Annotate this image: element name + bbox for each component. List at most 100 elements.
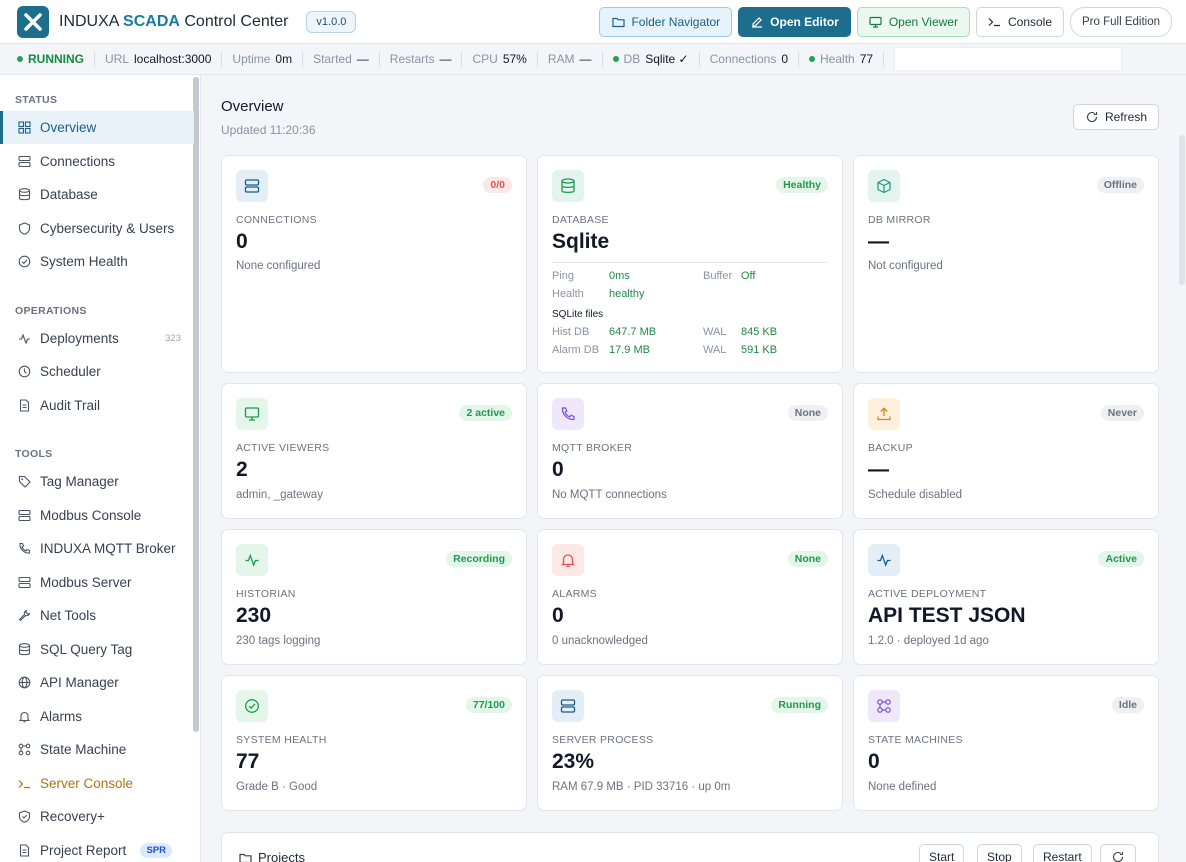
open-editor-label: Open Editor <box>770 15 839 29</box>
card-backup[interactable]: Never BACKUP — Schedule disabled <box>853 383 1159 519</box>
divider <box>552 262 828 263</box>
status-ram: RAM — <box>538 51 603 67</box>
status-search-input[interactable] <box>894 47 1123 71</box>
health-label: Health <box>820 52 855 66</box>
db-hist: Hist DB 647.7 MB <box>552 326 656 338</box>
main-scrollbar[interactable] <box>1179 135 1185 285</box>
sidebar-item-cybersecurity[interactable]: Cybersecurity & Users <box>0 212 194 245</box>
projects-refresh-button[interactable] <box>1100 844 1136 862</box>
server-icon <box>552 690 584 722</box>
server-icon <box>17 509 31 523</box>
card-note: 1.2.0 · deployed 1d ago <box>868 635 989 647</box>
sidebar-item-system-health[interactable]: System Health <box>0 245 194 278</box>
sidebar-item-sql-query-tag[interactable]: SQL Query Tag <box>0 633 194 666</box>
card-connections[interactable]: 0/0 CONNECTIONS 0 None configured <box>221 155 527 373</box>
db-dot-icon <box>612 56 619 62</box>
restart-button[interactable]: Restart <box>1033 844 1092 862</box>
open-viewer-button[interactable]: Open Viewer <box>856 7 970 37</box>
card-historian[interactable]: Recording HISTORIAN 230 230 tags logging <box>221 529 527 665</box>
status-cpu: CPU 57% <box>462 51 538 67</box>
card-database[interactable]: Healthy DATABASE Sqlite Ping 0ms Buffer Of… <box>537 155 843 373</box>
monitor-icon <box>869 15 883 29</box>
sidebar-item-recovery[interactable]: Recovery+ <box>0 800 194 833</box>
db-label: DB <box>623 52 641 66</box>
card-db-mirror[interactable]: Offline DB MIRROR — Not configured <box>853 155 1159 373</box>
monitor-icon <box>236 398 268 430</box>
card-note: No MQTT connections <box>552 489 667 501</box>
card-value: 0 <box>236 230 248 253</box>
card-mqtt-broker[interactable]: None MQTT BROKER 0 No MQTT connections <box>537 383 843 519</box>
card-alarms[interactable]: None ALARMS 0 0 unacknowledged <box>537 529 843 665</box>
card-value: 2 <box>236 458 248 481</box>
sidebar-item-state-machine[interactable]: State Machine <box>0 733 194 766</box>
refresh-label: Refresh <box>1104 110 1147 124</box>
db-ping-label: Ping <box>552 270 575 282</box>
card-label: MQTT BROKER <box>552 442 633 454</box>
sidebar-item-server-console[interactable]: Server Console <box>0 767 194 800</box>
page-title: Overview <box>221 98 284 115</box>
console-button[interactable]: Console <box>975 7 1065 37</box>
phone-icon <box>17 542 31 556</box>
card-active-viewers[interactable]: 2 active ACTIVE VIEWERS 2 admin, _gatewa… <box>221 383 527 519</box>
status-badge: Healthy <box>776 177 828 193</box>
sidebar-item-label: API Manager <box>40 675 119 690</box>
card-active-deployment[interactable]: Active ACTIVE DEPLOYMENT API TEST JSON 1… <box>853 529 1159 665</box>
sidebar-item-database[interactable]: Database <box>0 178 194 211</box>
sidebar-item-label: Database <box>40 187 98 202</box>
sidebar-item-label: Server Console <box>40 776 134 791</box>
sidebar-item-scheduler[interactable]: Scheduler <box>0 355 194 388</box>
card-label: CONNECTIONS <box>236 214 317 226</box>
db-alarm-wal: WAL 591 KB <box>703 344 777 356</box>
sidebar: STATUS Overview Connections Database Cyb… <box>0 75 201 862</box>
card-server-process[interactable]: Running SERVER PROCESS 23% RAM 67.9 MB ·… <box>537 675 843 811</box>
terminal-icon <box>17 777 31 791</box>
status-health: Health 77 <box>799 51 885 67</box>
sidebar-item-project-report[interactable]: Project Report SPR <box>0 834 194 862</box>
db-alarm-wal-value: 591 KB <box>741 344 778 356</box>
card-note: admin, _gateway <box>236 489 323 501</box>
sidebar-item-audit-trail[interactable]: Audit Trail <box>0 389 194 422</box>
sidebar-item-label: Overview <box>40 120 97 135</box>
sidebar-item-tag-manager[interactable]: Tag Manager <box>0 465 194 498</box>
refresh-button[interactable]: Refresh <box>1072 104 1159 130</box>
sidebar-item-mqtt-broker[interactable]: INDUXA MQTT Broker <box>0 532 194 565</box>
status-restarts: Restarts — <box>380 51 463 67</box>
sidebar-item-modbus-console[interactable]: Modbus Console <box>0 499 194 532</box>
sidebar-item-label: Cybersecurity & Users <box>40 221 175 236</box>
sidebar-item-connections[interactable]: Connections <box>0 145 194 178</box>
sidebar-item-alarms[interactable]: Alarms <box>0 700 194 733</box>
sidebar-item-api-manager[interactable]: API Manager <box>0 666 194 699</box>
db-buffer: Buffer Off <box>703 270 755 282</box>
status-badge: 0/0 <box>483 177 512 193</box>
sidebar-scrollbar[interactable] <box>193 77 199 732</box>
sidebar-item-label: Modbus Server <box>40 575 132 590</box>
sidebar-item-net-tools[interactable]: Net Tools <box>0 599 194 632</box>
db-alarm-wal-label: WAL <box>703 344 727 356</box>
open-viewer-label: Open Viewer <box>888 15 958 29</box>
sidebar-item-label: Project Report <box>40 843 127 858</box>
status-badge: Offline <box>1096 177 1144 193</box>
activity-icon <box>17 332 31 346</box>
folder-navigator-button[interactable]: Folder Navigator <box>599 7 733 37</box>
status-badge: None <box>787 551 828 567</box>
sidebar-item-modbus-server[interactable]: Modbus Server <box>0 566 194 599</box>
sqlite-files-title: SQLite files <box>552 309 604 320</box>
start-button[interactable]: Start <box>919 844 965 862</box>
phone-icon <box>552 398 584 430</box>
check-circle-icon <box>236 690 268 722</box>
card-value: 0 <box>552 458 564 481</box>
sidebar-item-label: Modbus Console <box>40 508 142 523</box>
db-health: Health healthy <box>552 288 644 300</box>
sidebar-item-deployments[interactable]: Deployments 323 <box>0 322 194 355</box>
stop-button[interactable]: Stop <box>977 844 1022 862</box>
sidebar-section-operations: OPERATIONS <box>15 305 87 317</box>
sidebar-item-label: State Machine <box>40 742 127 757</box>
open-editor-button[interactable]: Open Editor <box>738 7 851 37</box>
edition-badge[interactable]: Pro Full Edition <box>1070 7 1172 37</box>
sidebar-item-label: Connections <box>40 154 116 169</box>
sidebar-item-overview[interactable]: Overview <box>0 111 194 144</box>
app-header: INDUXA SCADA Control Center v1.0.0 Folde… <box>0 0 1186 44</box>
card-state-machines[interactable]: Idle STATE MACHINES 0 None defined <box>853 675 1159 811</box>
card-system-health[interactable]: 77/100 SYSTEM HEALTH 77 Grade B · Good <box>221 675 527 811</box>
document-icon <box>17 399 31 413</box>
